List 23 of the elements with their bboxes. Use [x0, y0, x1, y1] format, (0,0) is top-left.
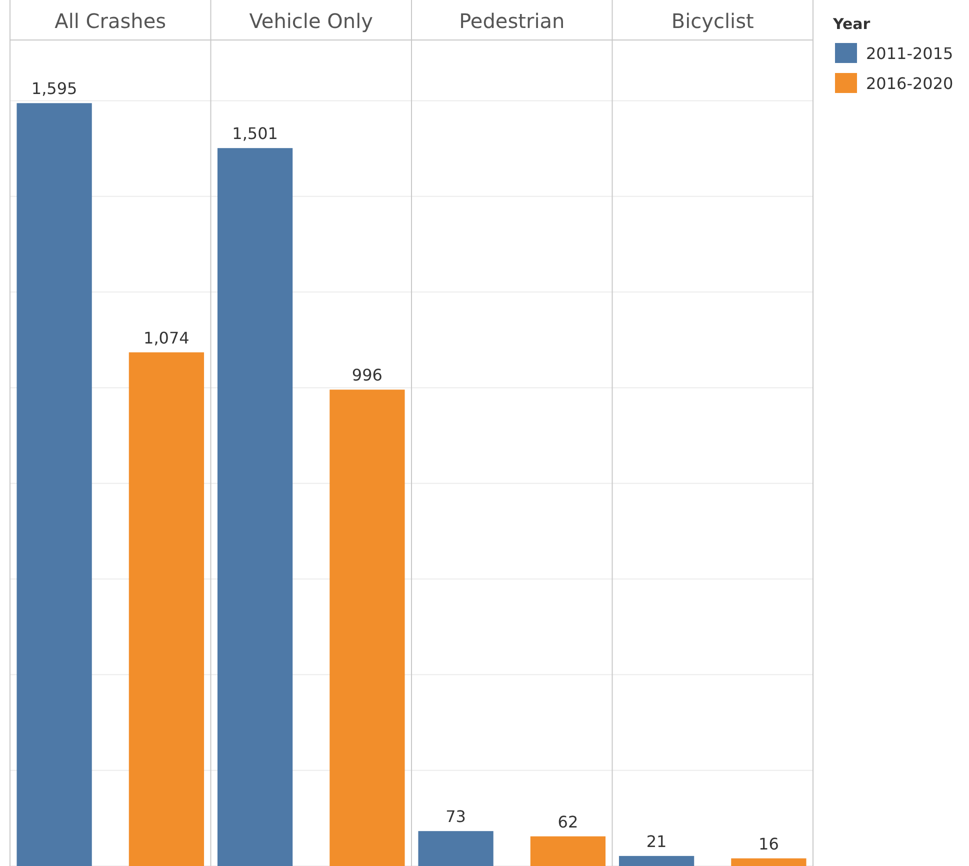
bar	[217, 148, 293, 866]
x-tick-label: Bicyclist	[671, 9, 754, 33]
bar	[16, 103, 92, 866]
data-label: 73	[446, 807, 466, 826]
legend-label: 2011-2015	[866, 44, 954, 63]
bar	[330, 390, 405, 866]
bar	[731, 858, 806, 866]
legend-title: Year	[832, 15, 871, 33]
data-label: 1,501	[232, 124, 278, 144]
bar	[418, 831, 494, 866]
bar	[128, 352, 204, 866]
data-label: 21	[646, 832, 667, 851]
legend-label: 2016-2020	[866, 74, 954, 93]
data-label: 996	[352, 366, 382, 385]
bar	[530, 836, 606, 866]
data-label: 1,074	[144, 328, 190, 348]
x-tick-label: Vehicle Only	[249, 9, 374, 33]
data-label: 16	[758, 834, 779, 854]
data-label: 62	[558, 812, 578, 832]
bar	[618, 856, 694, 866]
x-tick-label: All Crashes	[54, 9, 166, 33]
data-label: 1,595	[31, 79, 78, 98]
x-tick-label: Pedestrian	[459, 9, 565, 33]
